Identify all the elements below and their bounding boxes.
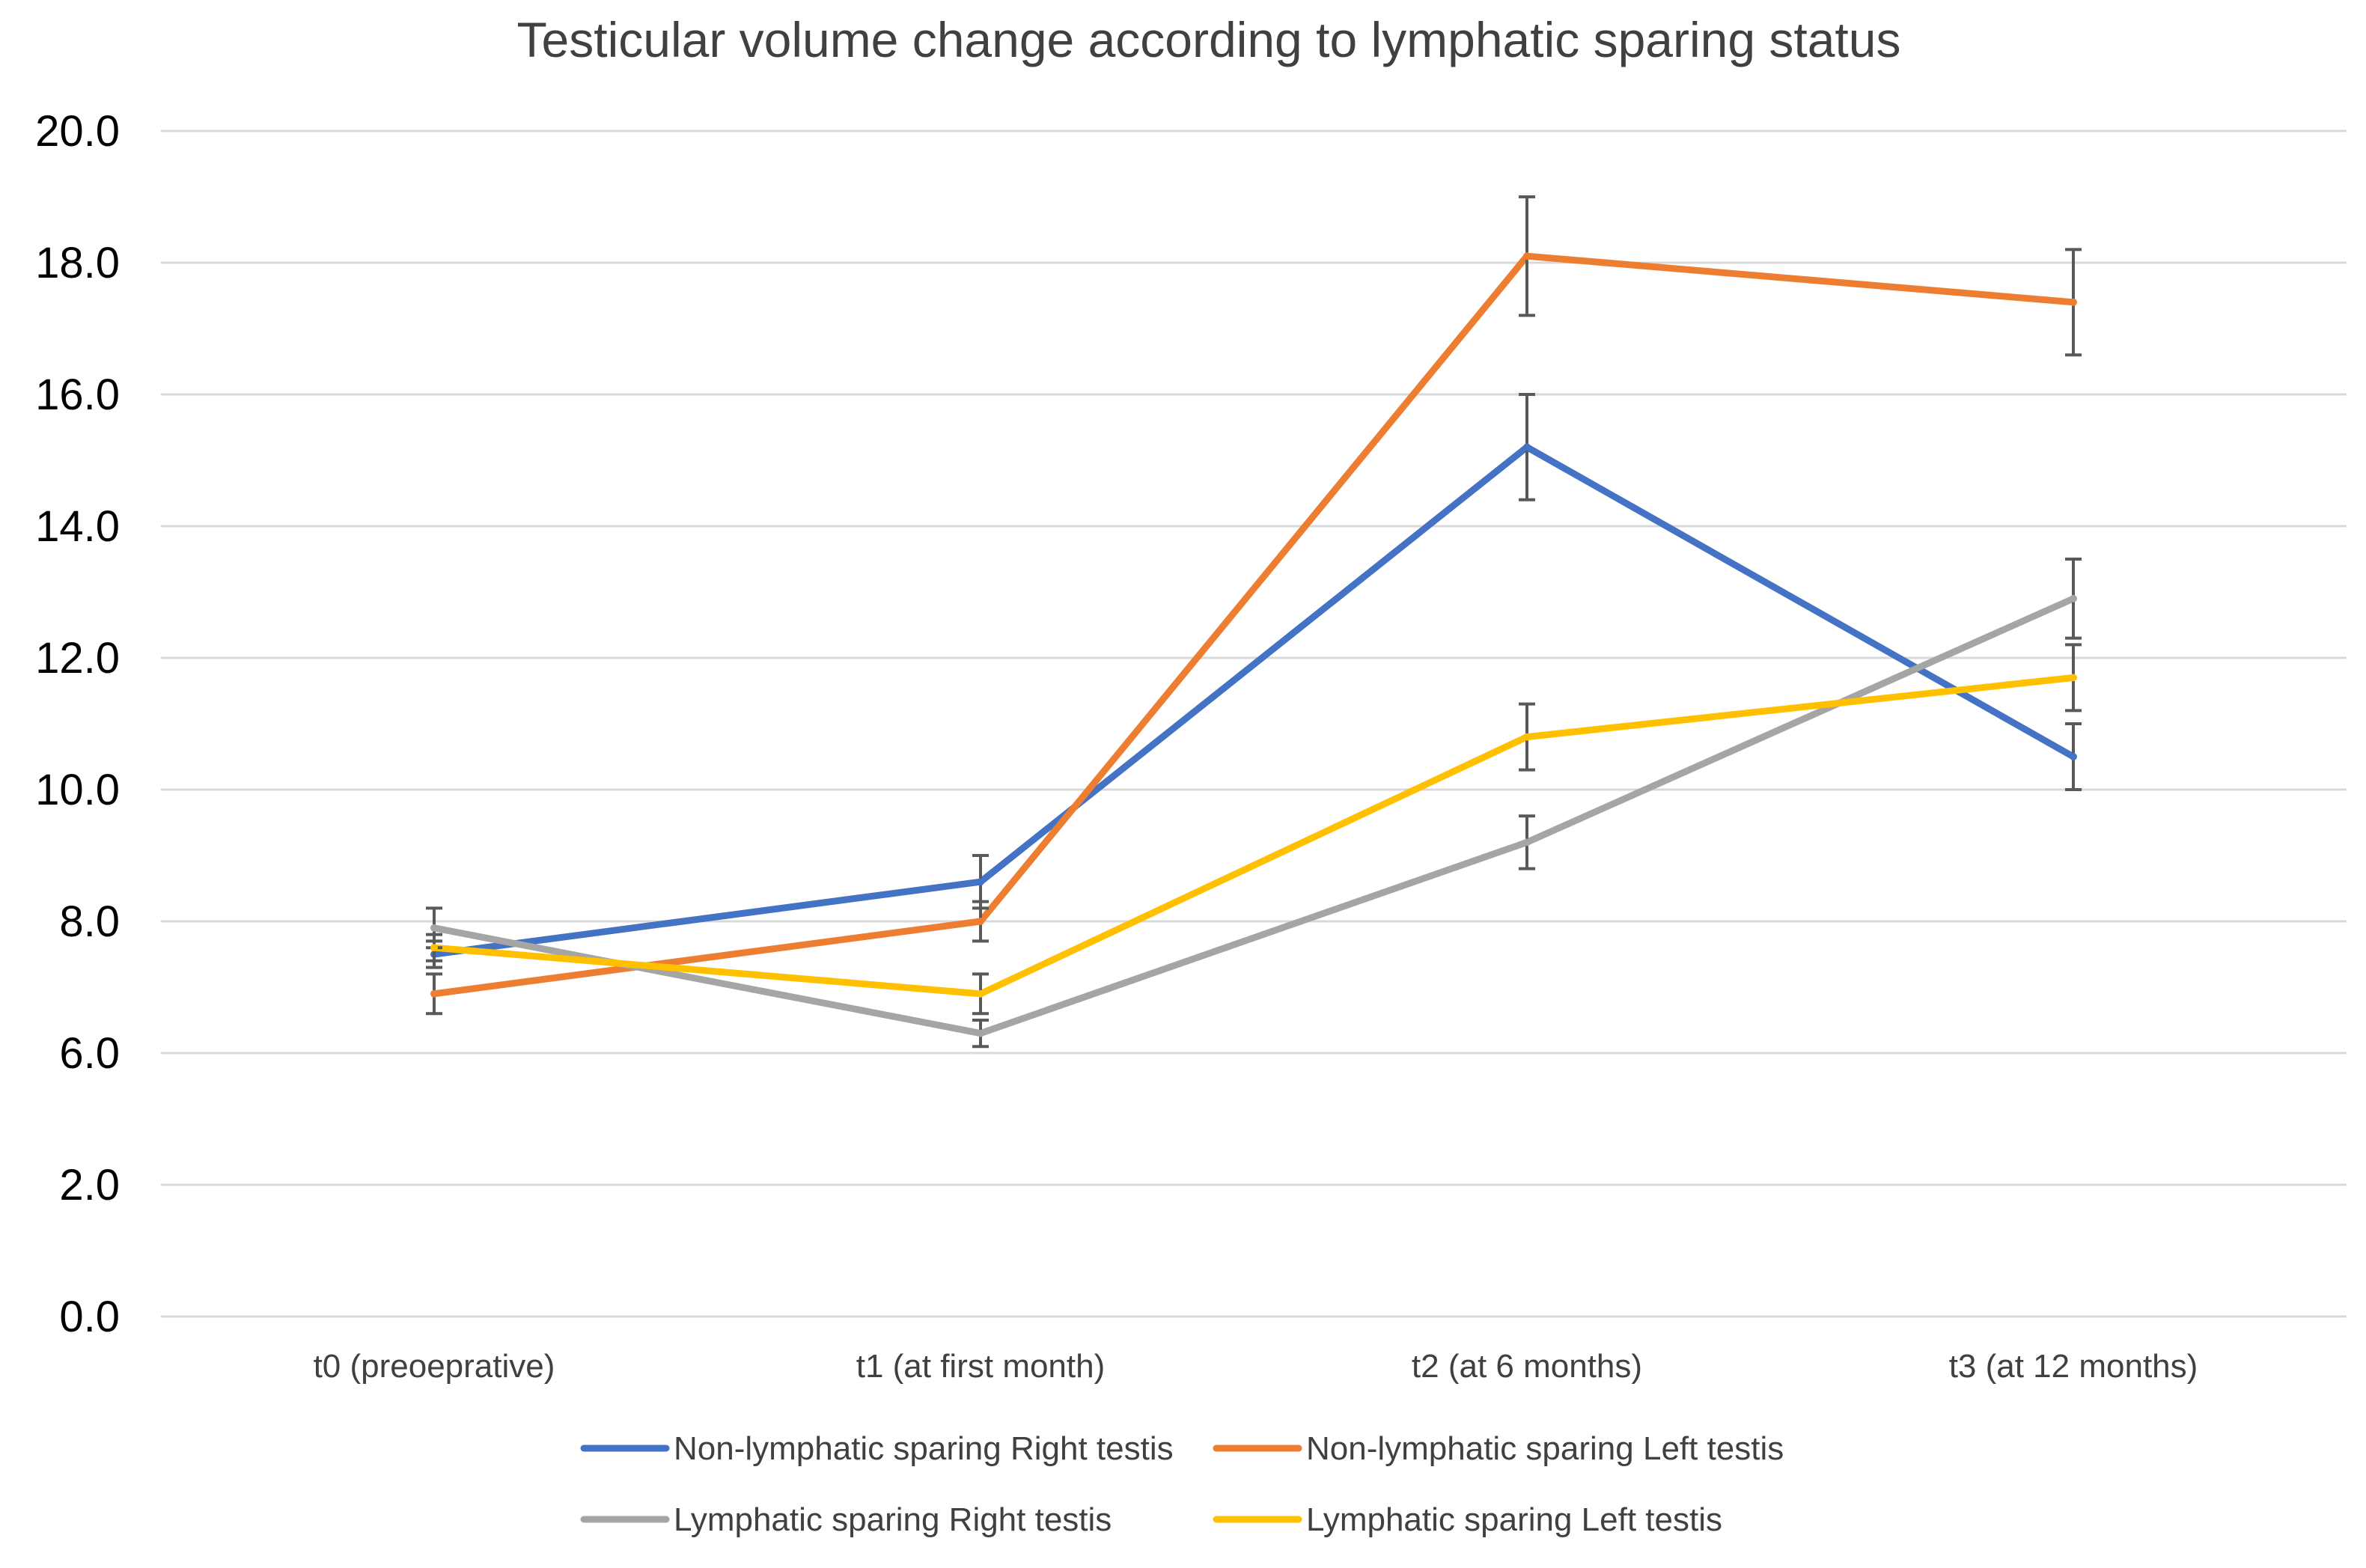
series-line xyxy=(430,595,2077,1037)
y-tick-label: 12.0 xyxy=(35,634,120,683)
series-line xyxy=(430,674,2077,998)
legend-item: Lymphatic sparing Right testis xyxy=(580,1501,1112,1538)
error-bar xyxy=(972,972,989,1016)
x-tick-label: t2 (at 6 months) xyxy=(1412,1348,1642,1385)
x-axis-ticks: t0 (preoeprative) t1 (at first month) t2 (… xyxy=(314,1348,2198,1385)
y-tick-label: 0.0 xyxy=(59,1293,120,1341)
error-bar xyxy=(2065,558,2082,640)
y-tick-label: 20.0 xyxy=(35,107,120,156)
data-point xyxy=(430,944,438,952)
legend-label: Non-lymphatic sparing Right testis xyxy=(674,1430,1174,1467)
gridlines xyxy=(161,129,2347,1318)
data-point xyxy=(430,989,438,998)
data-point xyxy=(977,878,984,886)
legend-label: Lymphatic sparing Left testis xyxy=(1306,1501,1722,1538)
x-tick-label: t1 (at first month) xyxy=(856,1348,1106,1385)
chart-title: Testicular volume change according to ly… xyxy=(517,12,1901,67)
error-bar xyxy=(1519,195,1535,317)
y-tick-label: 16.0 xyxy=(35,370,120,419)
data-point xyxy=(977,1029,984,1037)
legend-label: Non-lymphatic sparing Left testis xyxy=(1306,1430,1784,1467)
legend: Non-lymphatic sparing Right testis Non-ly… xyxy=(580,1430,1784,1538)
y-tick-label: 10.0 xyxy=(35,766,120,814)
data-point xyxy=(2070,594,2077,603)
data-point xyxy=(1523,838,1531,846)
error-bar xyxy=(1519,702,1535,772)
error-bar xyxy=(1519,814,1535,870)
y-tick-label: 14.0 xyxy=(35,502,120,551)
series-group xyxy=(430,252,2077,998)
error-bar xyxy=(1519,393,1535,501)
y-axis-ticks: 0.0 2.0 6.0 8.0 10.0 12.0 14.0 16.0 18.0 20.0 xyxy=(35,107,120,1341)
error-bar xyxy=(426,933,442,963)
series-line xyxy=(430,443,2077,958)
data-point xyxy=(977,918,984,925)
data-point xyxy=(2070,674,2077,682)
legend-item: Lymphatic sparing Left testis xyxy=(1213,1501,1722,1538)
data-point xyxy=(2070,753,2077,760)
data-point xyxy=(1523,252,1531,260)
series-group xyxy=(430,674,2077,998)
legend-item: Non-lymphatic sparing Right testis xyxy=(580,1430,1174,1467)
data-point xyxy=(1523,733,1531,741)
x-tick-label: t0 (preoeprative) xyxy=(314,1348,555,1385)
error-bar xyxy=(2065,722,2082,791)
error-bar xyxy=(972,1019,989,1049)
y-tick-label: 2.0 xyxy=(59,1161,120,1209)
error-bar xyxy=(972,900,989,943)
data-point xyxy=(430,924,438,932)
error-bar xyxy=(2065,643,2082,713)
legend-item: Non-lymphatic sparing Left testis xyxy=(1213,1430,1784,1467)
y-tick-label: 6.0 xyxy=(59,1029,120,1078)
series-line xyxy=(430,252,2077,998)
series-group xyxy=(430,443,2077,958)
legend-label: Lymphatic sparing Right testis xyxy=(674,1501,1112,1538)
x-tick-label: t3 (at 12 months) xyxy=(1949,1348,2198,1385)
error-bar xyxy=(426,972,442,1016)
y-tick-label: 8.0 xyxy=(59,897,120,946)
data-point xyxy=(977,989,984,998)
data-point xyxy=(1523,443,1531,451)
series-lines xyxy=(426,195,2082,1049)
data-point xyxy=(2070,298,2077,306)
series-group xyxy=(430,595,2077,1037)
error-bar xyxy=(2065,248,2082,357)
y-tick-label: 18.0 xyxy=(35,239,120,287)
